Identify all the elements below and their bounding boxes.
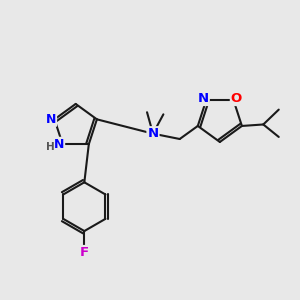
Text: N: N (198, 92, 209, 105)
Text: N: N (46, 113, 56, 126)
Text: N: N (54, 138, 64, 151)
Text: H: H (46, 142, 55, 152)
Text: N: N (147, 127, 158, 140)
Text: O: O (231, 92, 242, 105)
Text: F: F (80, 246, 89, 259)
